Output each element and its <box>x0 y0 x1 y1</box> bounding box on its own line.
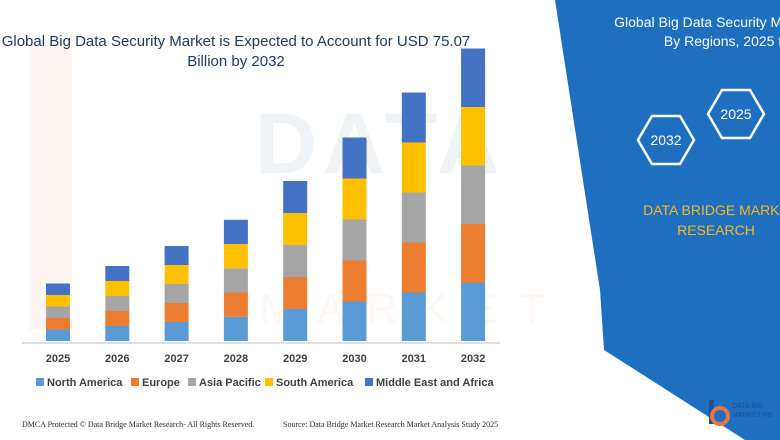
bar-2030-europe <box>342 260 367 302</box>
brand-name: DATA BRIDGE MARKE RESEARCH <box>616 200 780 240</box>
legend-label-north-america: North America <box>47 377 123 389</box>
brand-name-line1: DATA BRIDGE MARKE <box>643 202 780 218</box>
legend-label-europe: Europe <box>142 377 180 389</box>
legend: North America Europe Asia Pacific South Ame… <box>36 377 494 389</box>
logo-line1: DATA BRI <box>732 403 763 410</box>
bar-2026-north-america <box>105 326 130 341</box>
bar-2028-middle-east-and-africa <box>223 219 248 244</box>
x-tick-2032: 2032 <box>461 353 485 365</box>
bar-2026-middle-east-and-africa <box>105 266 130 281</box>
bar-2027-middle-east-and-africa <box>164 246 189 265</box>
x-tick-2029: 2029 <box>283 353 307 365</box>
bar-2028-north-america <box>223 316 248 341</box>
bar-2029-middle-east-and-africa <box>283 181 308 213</box>
bar-2032-north-america <box>461 282 486 341</box>
legend-label-middle-east-and-africa: Middle East and Africa <box>376 377 494 389</box>
bar-2031-middle-east-and-africa <box>401 92 426 143</box>
bar-2029-north-america <box>283 309 308 341</box>
hexagon-2032 <box>636 114 696 166</box>
x-tick-2025: 2025 <box>46 353 70 365</box>
bar-2030-south-america <box>342 178 367 220</box>
bar-2028-asia-pacific <box>223 268 248 293</box>
legend-swatch-asia-pacific <box>188 378 196 386</box>
bar-2026-south-america <box>105 281 130 296</box>
bar-2025-middle-east-and-africa <box>46 283 70 295</box>
bar-2029-asia-pacific <box>283 245 308 277</box>
logo-line2: MARKET RE <box>732 412 773 419</box>
hexagon-2032-label: 2032 <box>650 132 681 148</box>
legend-label-asia-pacific: Asia Pacific <box>199 377 261 389</box>
bar-2032-asia-pacific <box>461 165 486 224</box>
bar-2027-asia-pacific <box>164 284 189 303</box>
logo-b-icon <box>709 400 730 426</box>
x-tick-labels: 2025 2026 2027 2028 2029 2030 2031 2032 <box>46 353 486 365</box>
bar-2025-north-america <box>46 329 70 341</box>
bar-2032-europe <box>461 224 486 283</box>
panel-title: Global Big Data Security Ma By Regions, … <box>575 13 780 51</box>
chart: 2025 2026 2027 2028 2029 2030 2031 2032 North A… <box>22 48 500 389</box>
bar-2028-south-america <box>223 244 248 269</box>
bar-2031-europe <box>401 242 426 293</box>
bar-2031-south-america <box>401 142 426 193</box>
watermark-data: DATA <box>255 96 506 192</box>
panel-title-line1: Global Big Data Security Ma <box>614 14 780 30</box>
hexagon-badges: 2025 2032 <box>636 88 766 166</box>
bar-2032-middle-east-and-africa <box>461 48 486 107</box>
bar-2026-europe <box>105 311 130 326</box>
bar-2031-north-america <box>401 292 426 341</box>
bar-2030-middle-east-and-africa <box>342 137 367 179</box>
panel-title-line2: By Regions, 2025 to <box>663 33 780 49</box>
company-logo[interactable]: DATA BRI MARKET RE <box>706 398 780 428</box>
bar-2027-europe <box>164 303 189 322</box>
bar-2029-south-america <box>283 213 308 245</box>
bar-2032-south-america <box>461 107 486 166</box>
x-tick-2031: 2031 <box>402 353 426 365</box>
legend-swatch-europe <box>131 378 139 386</box>
bar-2025-asia-pacific <box>46 306 70 318</box>
logo-text: DATA BRI MARKET RE <box>732 402 773 420</box>
bar-2028-europe <box>223 292 248 317</box>
bar-2027-north-america <box>164 322 189 341</box>
bar-2027-south-america <box>164 265 189 284</box>
hexagon-2025-label: 2025 <box>720 106 751 122</box>
footer-source: Source: Data Bridge Market Research Mark… <box>283 420 499 429</box>
bar-2029-europe <box>283 277 308 309</box>
bars-group <box>46 48 486 341</box>
footer-copyright: DMCA Protected © Data Bridge Market Rese… <box>22 420 255 429</box>
legend-swatch-north-america <box>36 378 44 386</box>
x-tick-2027: 2027 <box>164 353 188 365</box>
x-tick-2028: 2028 <box>224 353 248 365</box>
watermark-logo-shape <box>30 40 302 330</box>
bar-2030-north-america <box>342 301 367 341</box>
legend-swatch-middle-east-and-africa <box>365 378 373 386</box>
bar-2026-asia-pacific <box>105 296 130 311</box>
bar-2025-south-america <box>46 295 70 307</box>
x-tick-2026: 2026 <box>105 353 129 365</box>
legend-swatch-south-america <box>265 378 273 386</box>
chart-title: Global Big Data Security Market is Expec… <box>1 33 471 70</box>
bar-2025-europe <box>46 318 70 330</box>
bar-2031-asia-pacific <box>401 192 426 243</box>
hexagon-2025 <box>706 88 766 140</box>
brand-name-line2: RESEARCH <box>677 222 755 238</box>
x-tick-2030: 2030 <box>342 353 366 365</box>
legend-label-south-america: South America <box>276 377 354 389</box>
bar-2030-asia-pacific <box>342 219 367 261</box>
